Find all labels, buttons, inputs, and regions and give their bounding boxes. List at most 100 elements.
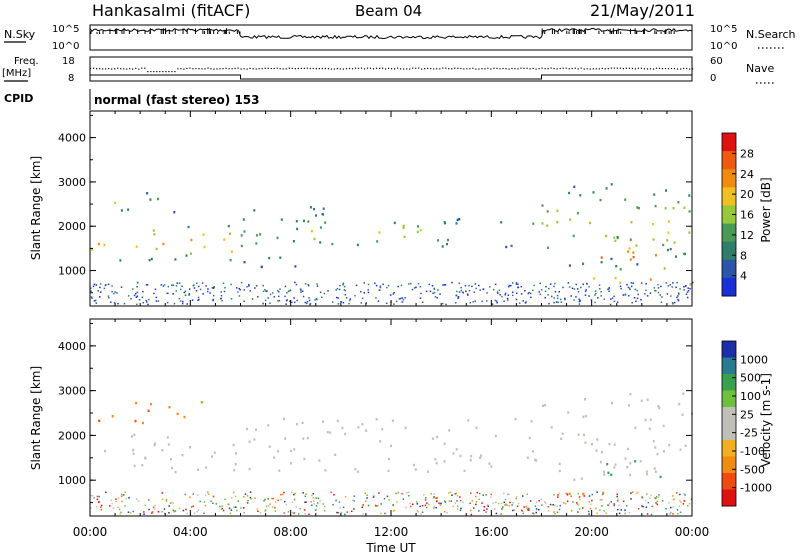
power-noise bbox=[211, 287, 214, 289]
power-cell bbox=[599, 198, 602, 202]
power-noise bbox=[548, 302, 550, 305]
nave-point bbox=[514, 68, 516, 70]
velocity-cell bbox=[200, 401, 203, 404]
power-noise bbox=[495, 300, 498, 302]
velocity-noise bbox=[448, 492, 450, 494]
nave-point bbox=[451, 68, 453, 70]
power-noise bbox=[590, 299, 593, 301]
velocity-noise bbox=[100, 508, 103, 511]
velocity-noise bbox=[508, 493, 510, 496]
velocity-noise bbox=[602, 493, 604, 496]
nave-point bbox=[484, 68, 486, 70]
velocity-noise bbox=[319, 500, 321, 502]
power-cell bbox=[637, 207, 640, 210]
power-noise bbox=[192, 285, 195, 287]
power-noise bbox=[343, 285, 346, 288]
power-noise bbox=[619, 285, 622, 288]
power-noise bbox=[402, 299, 405, 301]
power-noise bbox=[528, 291, 530, 294]
velocity-noise bbox=[661, 500, 664, 502]
power-noise bbox=[155, 300, 158, 302]
velocity-noise bbox=[335, 499, 337, 502]
power-noise bbox=[138, 299, 141, 301]
nave-point bbox=[342, 68, 344, 70]
velocity-cell bbox=[306, 436, 309, 440]
velocity-x-axis: 00:00 04:00 08:00 12:00 16:00 20:00 00:00 bbox=[73, 319, 709, 539]
power-noise bbox=[622, 294, 625, 296]
power-noise bbox=[646, 295, 649, 297]
velocity-noise bbox=[283, 512, 285, 514]
velocity-noise bbox=[632, 491, 634, 493]
velocity-noise bbox=[105, 491, 107, 494]
power-noise bbox=[213, 294, 215, 297]
power-cell bbox=[616, 235, 619, 239]
velocity-noise bbox=[178, 507, 181, 510]
power-cell bbox=[376, 240, 379, 243]
power-noise bbox=[600, 295, 602, 297]
power-cell bbox=[677, 201, 680, 204]
velocity-noise bbox=[272, 497, 274, 500]
velocity-noise bbox=[324, 505, 326, 508]
velocity-noise bbox=[556, 511, 559, 513]
velocity-noise bbox=[475, 495, 477, 498]
velocity-cell bbox=[568, 492, 571, 495]
velocity-cell bbox=[246, 427, 249, 431]
power-noise bbox=[269, 293, 272, 296]
power-noise bbox=[237, 291, 239, 293]
power-cell bbox=[663, 267, 666, 270]
velocity-noise bbox=[504, 498, 507, 501]
velocity-noise bbox=[421, 505, 424, 507]
velocity-noise bbox=[676, 509, 679, 511]
velocity-noise bbox=[267, 498, 269, 500]
power-cell bbox=[510, 244, 513, 248]
power-noise bbox=[417, 283, 420, 285]
power-noise bbox=[585, 289, 587, 291]
velocity-cell bbox=[567, 411, 570, 414]
velocity-noise bbox=[151, 511, 154, 513]
velocity-cell bbox=[448, 429, 451, 432]
nave-point bbox=[264, 67, 266, 69]
velocity-noise bbox=[526, 493, 528, 495]
velocity-noise bbox=[228, 507, 231, 509]
velocity-noise bbox=[298, 513, 300, 515]
velocity-noise bbox=[393, 509, 396, 512]
velocity-cbar-swatch bbox=[722, 456, 736, 474]
power-noise bbox=[503, 300, 505, 302]
nave-point bbox=[357, 67, 360, 69]
power-noise bbox=[520, 285, 523, 288]
power-noise bbox=[284, 285, 287, 288]
velocity-noise bbox=[452, 505, 454, 508]
power-noise bbox=[629, 288, 631, 291]
velocity-y-tick-label: 2000 bbox=[58, 429, 86, 442]
velocity-noise bbox=[620, 509, 622, 511]
velocity-noise bbox=[671, 495, 674, 497]
station-title: Hankasalmi (fitACF) bbox=[92, 1, 250, 20]
power-noise bbox=[689, 287, 691, 290]
nave-point bbox=[427, 67, 429, 69]
power-cell bbox=[688, 231, 691, 234]
power-noise bbox=[539, 293, 542, 296]
power-noise bbox=[172, 293, 174, 295]
nave-point bbox=[273, 67, 275, 70]
velocity-noise bbox=[673, 498, 675, 500]
power-cell bbox=[90, 248, 93, 251]
velocity-cell bbox=[577, 433, 580, 436]
velocity-noise bbox=[478, 498, 480, 501]
velocity-noise bbox=[376, 505, 379, 507]
velocity-cell bbox=[443, 460, 446, 463]
velocity-cell bbox=[514, 418, 517, 421]
power-cell bbox=[630, 221, 633, 224]
nave-point bbox=[366, 67, 369, 69]
power-noise bbox=[544, 290, 547, 293]
velocity-noise bbox=[118, 508, 121, 511]
velocity-cell bbox=[388, 457, 390, 461]
nave-point bbox=[222, 68, 224, 70]
power-noise bbox=[342, 284, 344, 286]
nave-point bbox=[487, 67, 489, 69]
power-noise bbox=[510, 284, 512, 287]
power-y-tick-label: 3000 bbox=[58, 176, 86, 189]
velocity-cell bbox=[414, 468, 417, 471]
velocity-noise bbox=[570, 495, 572, 497]
velocity-cell bbox=[329, 431, 332, 434]
velocity-noise bbox=[90, 507, 92, 510]
